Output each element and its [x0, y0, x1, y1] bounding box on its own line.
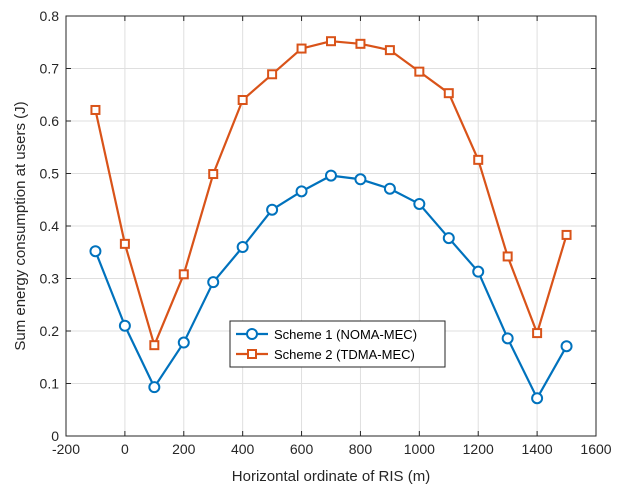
series-2 [90, 36, 572, 351]
y-tick-label: 0 [51, 428, 59, 444]
data-point [267, 69, 278, 80]
data-point [443, 88, 454, 99]
x-tick-label: 800 [349, 441, 373, 457]
data-point [119, 238, 130, 249]
data-point [355, 38, 366, 49]
data-point [89, 245, 102, 258]
data-point [560, 340, 573, 353]
y-tick-label: 0.7 [40, 61, 60, 77]
data-point [90, 104, 101, 115]
y-tick-label: 0.3 [40, 271, 60, 287]
legend-box [229, 320, 446, 368]
legend-marker [246, 328, 258, 340]
y-tick-label: 0.4 [40, 218, 60, 234]
legend-label: Scheme 1 (NOMA-MEC) [274, 327, 417, 342]
x-tick-label: 600 [290, 441, 314, 457]
y-axis-label: Sum energy consumption at users (J) [12, 101, 29, 350]
x-tick-label: 1400 [522, 441, 553, 457]
y-tick-label: 0.6 [40, 113, 60, 129]
y-tick-label: 0.1 [40, 376, 60, 392]
legend-item: Scheme 1 (NOMA-MEC) [236, 327, 417, 342]
data-point [473, 154, 484, 165]
data-point [149, 340, 160, 351]
y-tick-label: 0.8 [40, 8, 60, 24]
data-point [207, 276, 220, 289]
legend: Scheme 1 (NOMA-MEC) Scheme 2 (TDMA-MEC) [229, 320, 446, 368]
data-point [501, 332, 514, 345]
y-tick-label: 0.2 [40, 323, 60, 339]
x-tick-label: 0 [121, 441, 129, 457]
legend-marker [247, 349, 257, 359]
data-point [502, 251, 513, 262]
data-point [442, 232, 455, 245]
data-point [383, 182, 396, 195]
data-point [532, 328, 543, 339]
data-point [413, 197, 426, 210]
data-point [236, 241, 249, 253]
series-1 [89, 169, 573, 405]
data-point [296, 43, 307, 54]
x-axis-label: Horizontal ordinate of RIS (m) [232, 468, 430, 485]
data-point [148, 381, 161, 394]
x-tick-label: 400 [231, 441, 255, 457]
data-point [266, 203, 279, 216]
x-tick-label: -200 [52, 441, 80, 457]
data-point [178, 269, 189, 280]
axis-ticks: -200 0 200 400 600 800 1000 1200 1400 160000.10.2… [40, 8, 612, 457]
data-point [177, 336, 190, 349]
data-point [237, 95, 248, 105]
data-point [472, 265, 485, 278]
data-point [561, 229, 572, 240]
legend-item: Scheme 2 (TDMA-MEC) [236, 347, 415, 362]
y-tick-label: 0.5 [40, 166, 60, 182]
legend-label: Scheme 2 (TDMA-MEC) [274, 347, 415, 362]
data-point [531, 392, 544, 405]
x-tick-label: 1600 [580, 441, 611, 457]
data-point [118, 319, 131, 332]
data-point [325, 169, 337, 182]
series-layer [89, 36, 573, 405]
data-point [208, 169, 219, 180]
data-point [295, 185, 308, 198]
x-tick-label: 200 [172, 441, 196, 457]
x-tick-label: 1000 [404, 441, 435, 457]
data-point [414, 66, 425, 77]
data-point [326, 36, 336, 47]
data-point [384, 45, 395, 56]
x-tick-label: 1200 [463, 441, 494, 457]
data-point [354, 173, 367, 186]
